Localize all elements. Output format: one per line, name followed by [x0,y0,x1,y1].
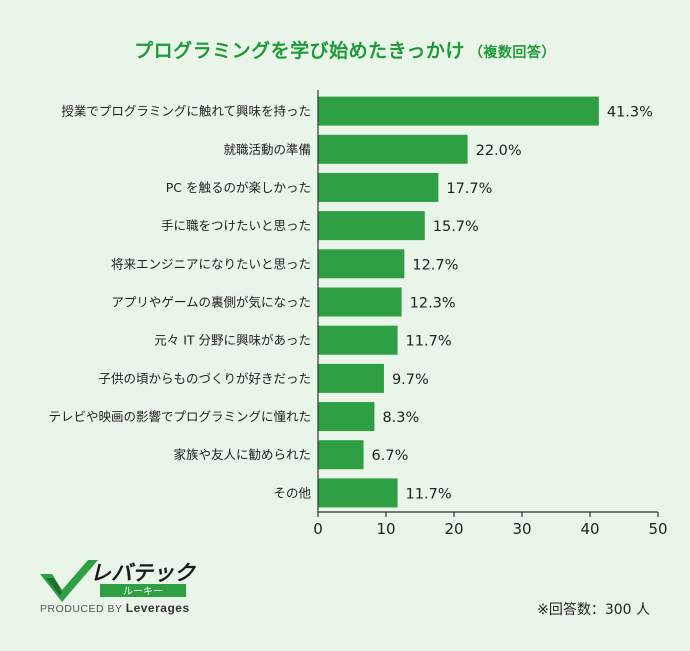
bar-chart: 授業でプログラミングに触れて興味を持った 41.3% 就職活動の準備 22.0% PC … [48,90,668,538]
bar [318,172,439,202]
chart-title-main: プログラミングを学び始めたきっかけ [134,40,465,62]
chart-title: プログラミングを学び始めたきっかけ （複数回答） [0,36,690,63]
bar [318,134,468,164]
value-label: 11.7% [406,486,452,502]
company-name: Leverages [125,601,190,615]
category-label: 将来エンジニアになりたいと思った [111,256,311,271]
category-label: 子供の頃からものづくりが好きだった [98,371,311,386]
bar [318,478,398,508]
levtech-rookie-logo: レバテック ルーキー [40,560,197,602]
category-label: 元々 IT 分野に興味があった [154,333,311,348]
category-label: 授業でプログラミングに触れて興味を持った [61,104,311,119]
value-label: 17.7% [446,181,492,197]
value-label: 22.0% [476,143,522,159]
logo-brand-text: レバテック [90,561,197,585]
x-tick-label: 20 [444,520,463,538]
chart-title-sub: （複数回答） [468,45,556,61]
respondent-count: ※回答数：300 人 [537,602,650,618]
value-label: 41.3% [607,105,653,121]
category-label: アプリやゲームの裏側が気になった [111,295,311,310]
bar [318,211,425,241]
x-tick-label: 30 [512,520,531,538]
x-tick-label: 10 [376,520,395,538]
value-label: 9.7% [392,372,429,388]
bar [318,402,375,432]
logo-sub-text: ルーキー [123,587,163,598]
value-label: 6.7% [372,448,409,464]
bar [318,96,599,126]
value-label: 12.3% [410,296,456,312]
bar [318,287,402,317]
x-tick-label: 40 [580,520,599,538]
value-label: 11.7% [406,334,452,350]
bar [318,325,398,355]
logo-check-mark [40,560,98,602]
bar [318,249,405,279]
category-label: 就職活動の準備 [223,142,311,157]
bar [318,363,384,393]
category-label: 手に職をつけたいと思った [161,218,311,233]
category-label: PC を触るのが楽しかった [166,180,311,195]
value-label: 8.3% [382,410,419,426]
category-label: その他 [273,485,311,500]
bar [318,440,364,470]
value-label: 15.7% [433,219,479,235]
value-label: 12.7% [412,257,458,273]
logo-sub-badge [100,584,186,597]
produced-by: PRODUCED BY Leverages [40,601,190,615]
category-label: 家族や友人に勧められた [173,447,311,462]
x-tick-label: 50 [648,520,667,538]
produced-by-label: PRODUCED BY [40,603,123,615]
x-tick-label: 0 [313,520,323,538]
category-label: テレビや映画の影響でプログラミングに憧れた [48,409,311,424]
